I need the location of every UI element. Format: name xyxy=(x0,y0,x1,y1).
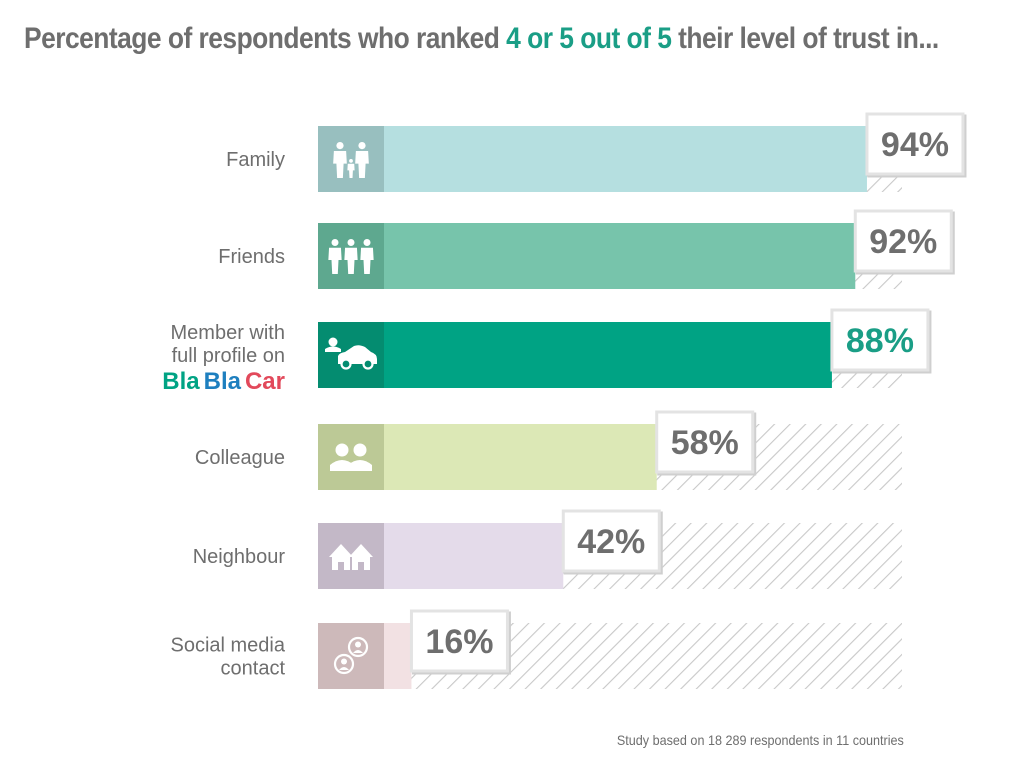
driver-body xyxy=(325,346,341,352)
person-body xyxy=(347,163,355,178)
driver-head xyxy=(328,337,338,347)
person-body xyxy=(333,151,347,178)
category-label: Colleague xyxy=(195,447,285,469)
person-body xyxy=(348,460,372,471)
bar-row-1: 94% Family xyxy=(226,112,967,192)
category-label: Family xyxy=(226,149,285,171)
chart-title: Percentage of respondents who ranked 4 o… xyxy=(24,22,939,56)
colleague-icon xyxy=(330,443,372,471)
person-head xyxy=(335,443,349,457)
icon-box xyxy=(318,424,384,490)
value-callout xyxy=(409,609,509,673)
title-prefix: Percentage of respondents who ranked xyxy=(24,22,507,55)
value-callout xyxy=(830,308,930,372)
value-label: 42% xyxy=(577,523,645,561)
family-icon xyxy=(333,142,369,178)
value-callout xyxy=(865,112,965,176)
person-head xyxy=(347,239,355,246)
person-head xyxy=(363,239,371,246)
person-head xyxy=(353,443,367,457)
friends-icon xyxy=(328,239,374,274)
person-body xyxy=(360,247,374,274)
category-label: full profile on xyxy=(172,345,285,367)
bar xyxy=(318,223,856,289)
value-label: 58% xyxy=(671,424,739,462)
icon-box xyxy=(318,623,384,689)
value-callout xyxy=(561,509,661,573)
house xyxy=(329,544,353,570)
value-label: 92% xyxy=(869,223,937,261)
profile-body xyxy=(353,650,363,653)
person-body xyxy=(328,247,342,274)
profile-body xyxy=(339,667,349,670)
person-head xyxy=(349,159,353,163)
bar xyxy=(318,322,832,388)
blablacar-logo: Bla Bla Car xyxy=(162,368,285,395)
person-head xyxy=(358,142,366,150)
logo-part: Bla xyxy=(204,368,242,395)
value-callout xyxy=(853,209,953,273)
house-icon xyxy=(329,544,373,570)
logo-part: Car xyxy=(245,368,285,395)
profile-ring xyxy=(347,636,369,658)
value-label: 88% xyxy=(846,322,914,360)
bar-row-5: 42% Neighbour xyxy=(193,509,902,589)
category-label: contact xyxy=(221,658,286,680)
category-label: Neighbour xyxy=(193,546,286,568)
social-icon xyxy=(333,636,369,675)
house xyxy=(349,544,373,570)
logo-part: Bla xyxy=(162,368,200,395)
bar-row-2: 92% Friends xyxy=(218,209,955,289)
person-body xyxy=(355,151,369,178)
title-suffix: their level of trust in... xyxy=(671,22,939,55)
person-head xyxy=(336,142,344,150)
title-highlight: 4 or 5 out of 5 xyxy=(506,22,672,55)
profile-ring xyxy=(333,653,355,675)
category-label: Member with xyxy=(171,322,285,344)
profile-head xyxy=(341,658,347,665)
value-callout xyxy=(655,410,755,474)
person-body xyxy=(344,247,358,274)
value-label: 94% xyxy=(881,126,949,164)
category-label: Social media xyxy=(170,635,285,657)
bar-row-4: 58% Colleague xyxy=(195,410,902,490)
car-icon xyxy=(325,337,377,370)
footnote: Study based on 18 289 respondents in 11 … xyxy=(617,732,904,748)
value-label: 16% xyxy=(425,623,493,661)
person-head xyxy=(331,239,339,246)
wheel xyxy=(340,358,352,370)
wheel xyxy=(362,358,374,370)
category-label: Friends xyxy=(218,246,285,268)
profile-head xyxy=(355,641,361,648)
bar xyxy=(318,126,867,192)
